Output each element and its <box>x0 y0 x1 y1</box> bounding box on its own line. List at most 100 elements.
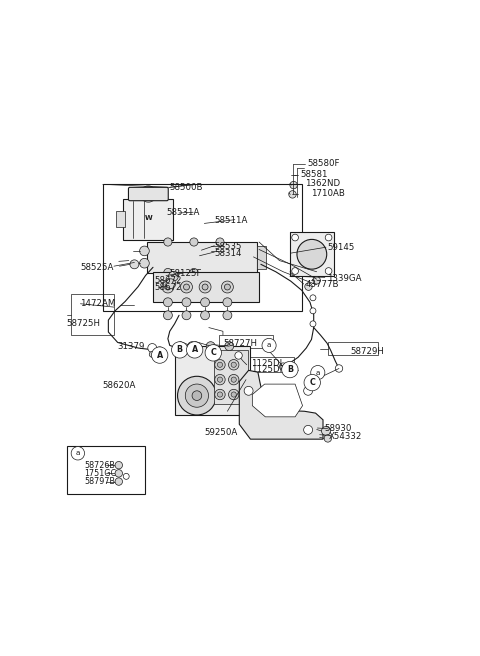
Circle shape <box>225 284 230 290</box>
Circle shape <box>313 277 321 284</box>
Circle shape <box>292 268 299 274</box>
Circle shape <box>156 347 163 354</box>
Bar <box>328 342 378 356</box>
Text: 59145: 59145 <box>328 243 355 252</box>
Circle shape <box>182 311 191 319</box>
Circle shape <box>225 342 234 350</box>
Circle shape <box>165 284 171 290</box>
Circle shape <box>228 375 239 385</box>
Circle shape <box>223 298 232 307</box>
Bar <box>71 294 114 335</box>
Text: 1362ND: 1362ND <box>305 180 340 188</box>
Text: X54332: X54332 <box>329 432 362 441</box>
Text: A: A <box>192 345 198 354</box>
Bar <box>290 232 334 276</box>
Text: B: B <box>177 345 183 354</box>
Circle shape <box>144 190 152 197</box>
Text: B: B <box>287 365 293 374</box>
Text: a: a <box>316 369 320 376</box>
Circle shape <box>235 352 242 359</box>
Circle shape <box>201 311 210 319</box>
Circle shape <box>180 281 192 293</box>
Bar <box>67 446 145 494</box>
Circle shape <box>192 391 202 400</box>
Bar <box>175 346 250 415</box>
Polygon shape <box>252 384 302 417</box>
Text: 1472AM: 1472AM <box>81 299 116 308</box>
Circle shape <box>190 238 198 246</box>
Circle shape <box>282 361 298 378</box>
Bar <box>147 242 257 272</box>
Text: 58125F: 58125F <box>170 269 202 278</box>
Text: A: A <box>156 350 163 359</box>
Bar <box>257 246 266 269</box>
Circle shape <box>217 392 223 397</box>
Circle shape <box>115 470 122 477</box>
Text: 58511A: 58511A <box>215 216 248 225</box>
Circle shape <box>164 238 172 246</box>
Text: 1125DL: 1125DL <box>251 359 284 368</box>
Circle shape <box>279 363 287 371</box>
Text: 58314: 58314 <box>215 249 242 258</box>
Circle shape <box>152 347 168 363</box>
Text: 58581: 58581 <box>300 170 327 179</box>
Circle shape <box>290 181 297 189</box>
Text: C: C <box>210 348 216 358</box>
Circle shape <box>325 268 332 274</box>
Bar <box>123 199 173 240</box>
Text: 31379: 31379 <box>118 342 145 352</box>
Bar <box>246 358 294 372</box>
Circle shape <box>201 298 210 307</box>
Circle shape <box>185 384 208 407</box>
Circle shape <box>186 342 203 358</box>
Text: 43777B: 43777B <box>305 280 339 289</box>
Bar <box>215 350 248 404</box>
Text: 1125DF: 1125DF <box>251 365 285 374</box>
Circle shape <box>223 311 232 319</box>
Circle shape <box>324 435 332 442</box>
Text: 58797B: 58797B <box>84 477 115 486</box>
Circle shape <box>216 238 224 246</box>
Circle shape <box>123 474 129 480</box>
Circle shape <box>325 234 332 241</box>
Text: 58726B: 58726B <box>84 461 115 470</box>
Circle shape <box>244 386 253 396</box>
FancyBboxPatch shape <box>129 188 168 201</box>
Text: 1710AB: 1710AB <box>311 189 345 197</box>
Circle shape <box>140 258 149 268</box>
Circle shape <box>190 268 198 277</box>
Circle shape <box>215 389 225 400</box>
Circle shape <box>164 268 172 277</box>
Text: 1339GA: 1339GA <box>327 274 361 283</box>
Circle shape <box>217 377 223 382</box>
Circle shape <box>335 365 343 372</box>
Circle shape <box>262 338 276 352</box>
Circle shape <box>140 246 149 256</box>
Text: a: a <box>76 450 80 457</box>
Text: 58672: 58672 <box>155 283 182 292</box>
Bar <box>103 184 302 311</box>
Circle shape <box>215 375 225 385</box>
Text: 58620A: 58620A <box>103 381 136 390</box>
Circle shape <box>322 426 330 436</box>
Circle shape <box>304 425 312 434</box>
Text: W: W <box>144 215 152 221</box>
Circle shape <box>221 281 233 293</box>
Circle shape <box>217 362 223 367</box>
Circle shape <box>289 191 296 198</box>
Text: 58727H: 58727H <box>223 338 257 348</box>
Circle shape <box>188 342 196 350</box>
Circle shape <box>215 359 225 370</box>
Circle shape <box>115 478 122 485</box>
Polygon shape <box>240 371 323 439</box>
Circle shape <box>166 279 176 289</box>
Circle shape <box>115 461 122 469</box>
Circle shape <box>199 281 211 293</box>
Circle shape <box>304 375 321 391</box>
Text: 58500B: 58500B <box>170 183 203 192</box>
Circle shape <box>183 284 190 290</box>
Circle shape <box>228 389 239 400</box>
Circle shape <box>292 234 299 241</box>
Circle shape <box>173 344 181 352</box>
Circle shape <box>202 284 208 290</box>
